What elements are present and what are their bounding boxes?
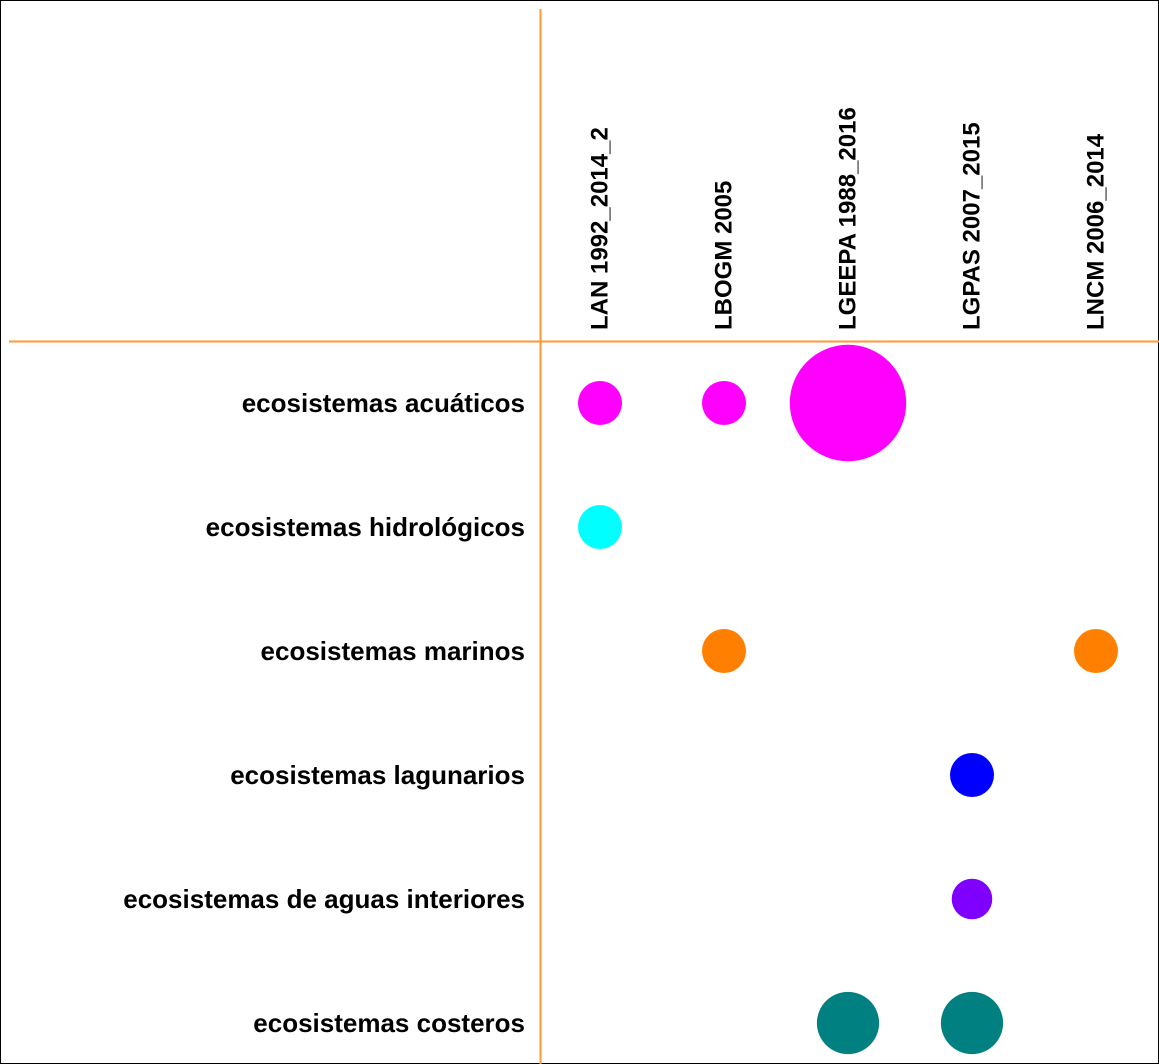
row-label: ecosistemas de aguas interiores <box>123 884 525 914</box>
bubble <box>950 753 994 797</box>
bubble <box>816 991 880 1055</box>
column-label: LGEEPA 1988_2016 <box>835 107 862 330</box>
bubble <box>578 381 622 425</box>
bubble <box>940 991 1004 1055</box>
column-label: LAN 1992_2014_2 <box>587 127 614 330</box>
bubble <box>789 344 907 462</box>
row-label: ecosistemas costeros <box>253 1008 525 1038</box>
row-label: ecosistemas marinos <box>261 636 525 666</box>
bubble <box>702 381 746 425</box>
column-label: LGPAS 2007_2015 <box>959 122 986 330</box>
row-label: ecosistemas hidrológicos <box>206 512 525 542</box>
column-label: LNCM 2006_2014 <box>1083 133 1110 330</box>
row-label: ecosistemas acuáticos <box>242 388 525 418</box>
bubble <box>578 505 622 549</box>
bubble <box>951 878 993 920</box>
bubble <box>702 629 746 673</box>
bubble <box>1074 629 1118 673</box>
row-label: ecosistemas lagunarios <box>230 760 525 790</box>
column-label: LBOGM 2005 <box>711 181 738 330</box>
